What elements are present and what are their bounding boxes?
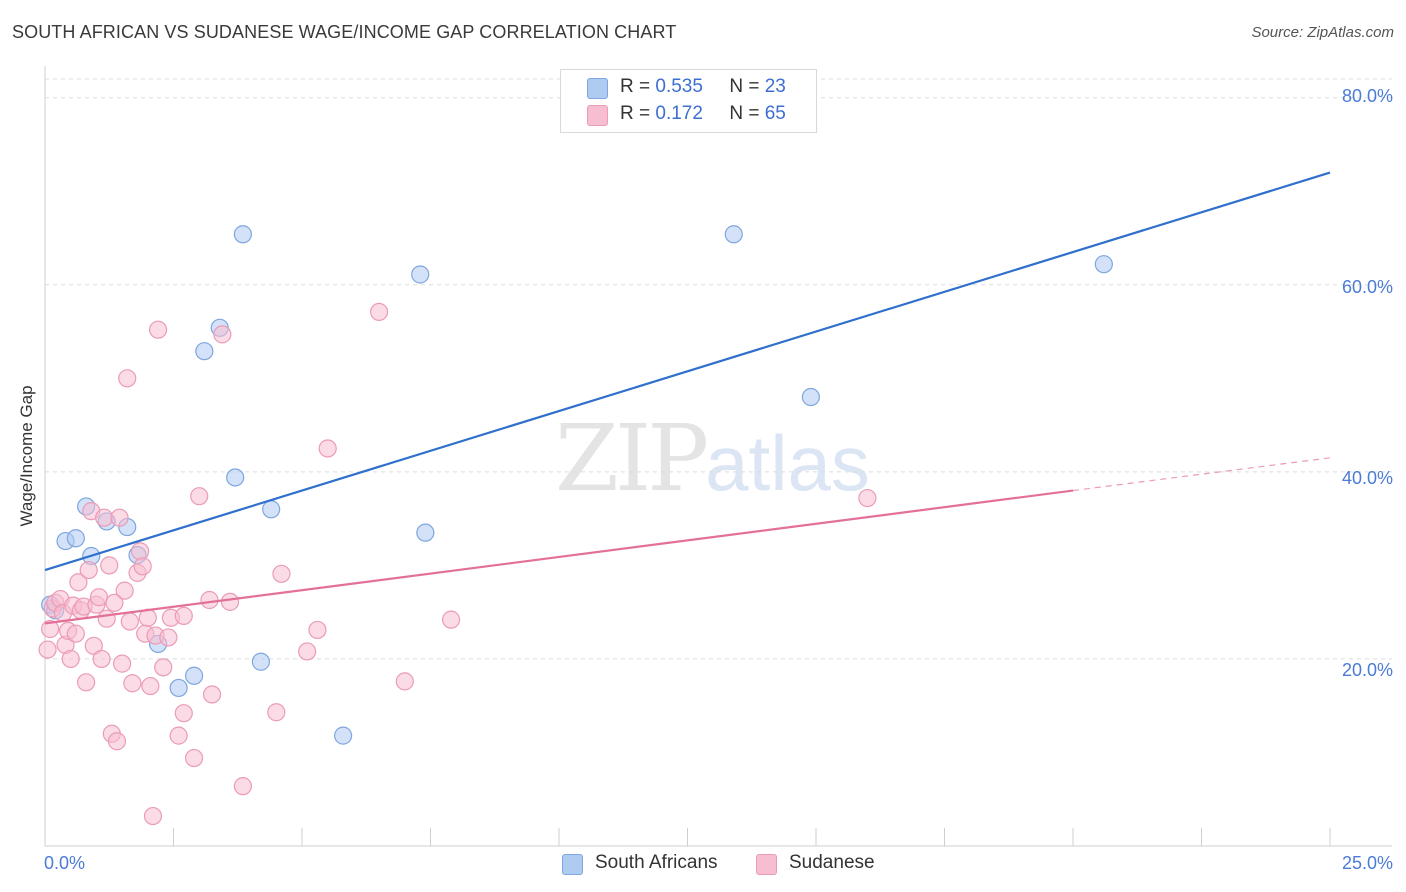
- sudanese-point: [89, 588, 109, 607]
- sudanese-point: [123, 674, 142, 693]
- sudanese-point: [77, 673, 96, 692]
- sudanese-point: [174, 606, 193, 626]
- sudanese-point: [133, 557, 152, 576]
- sudanese-point: [41, 619, 60, 639]
- watermark-zip: ZIP: [555, 405, 709, 512]
- legend-n-label: N =: [729, 76, 765, 97]
- south-africans-point: [262, 500, 281, 519]
- watermark-atlas: atlas: [705, 419, 870, 507]
- sudanese-point: [79, 560, 98, 580]
- source-label: Source: ZipAtlas.com: [1251, 24, 1394, 41]
- sudanese-point: [110, 508, 129, 527]
- sudanese-point: [61, 649, 80, 669]
- legend: R = 0.535 N = 23 R = 0.172 N = 65: [560, 69, 817, 133]
- sudanese-point: [97, 609, 116, 628]
- sudanese-point: [130, 542, 150, 561]
- sudanese-point: [233, 777, 252, 796]
- sudanese-point: [395, 672, 414, 691]
- sudanese-point: [298, 642, 317, 661]
- y-tick-label-80: 80.0%: [1341, 86, 1393, 106]
- south-africans-point: [801, 387, 820, 407]
- x-tick-label-min: 0.0%: [44, 853, 86, 873]
- sudanese-point: [118, 369, 137, 388]
- chart-title: SOUTH AFRICAN VS SUDANESE WAGE/INCOME GA…: [12, 22, 677, 42]
- south-africans-point: [66, 529, 85, 548]
- y-tick-label-20: 20.0%: [1341, 660, 1393, 680]
- legend-swatch-blue: [587, 78, 608, 99]
- south-africans-point: [195, 342, 214, 361]
- south-africans-point: [334, 726, 353, 745]
- legend-n-label: N =: [729, 103, 765, 124]
- sudanese-point: [318, 439, 337, 458]
- sudanese-trendline: [44, 489, 1074, 625]
- sudanese-point: [267, 703, 286, 722]
- legend-n-value: 23: [764, 76, 786, 97]
- legend-r-label: R =: [620, 103, 656, 124]
- sudanese-trendline-extension: [1072, 457, 1331, 492]
- x-tick-label-max: 25.0%: [1341, 853, 1393, 873]
- south-africans-point: [724, 225, 743, 244]
- sudanese-point: [38, 640, 57, 659]
- sudanese-point: [184, 748, 204, 768]
- sudanese-point: [105, 593, 124, 612]
- legend-r-value: 0.172: [655, 103, 703, 124]
- bottom-legend-swatch-pink: [756, 854, 777, 875]
- sudanese-point: [154, 658, 173, 677]
- sudanese-point: [858, 488, 877, 508]
- south-africans-point: [233, 225, 252, 244]
- south-africans-point: [169, 678, 188, 698]
- bottom-legend-label: Sudanese: [789, 852, 875, 873]
- sudanese-point: [174, 704, 193, 723]
- sudanese-point: [115, 581, 134, 600]
- sudanese-point: [66, 624, 85, 643]
- y-tick-label-40: 40.0%: [1341, 468, 1393, 488]
- sudanese-point: [441, 610, 461, 629]
- bottom-legend-label: South Africans: [595, 852, 718, 873]
- sudanese-point: [220, 592, 240, 611]
- sudanese-point: [92, 649, 111, 669]
- sudanese-point: [169, 726, 188, 745]
- sudanese-point: [190, 487, 209, 506]
- sudanese-point: [200, 590, 219, 610]
- south-africans-point: [184, 666, 204, 685]
- south-africans-point: [411, 265, 430, 284]
- south-africans-trendline: [44, 171, 1331, 572]
- sudanese-point: [159, 628, 178, 647]
- south-africans-point: [416, 523, 435, 542]
- sudanese-point: [308, 620, 327, 640]
- legend-swatch-pink: [587, 105, 608, 126]
- sudanese-point: [272, 564, 291, 583]
- y-tick-label-60: 60.0%: [1341, 277, 1393, 297]
- sudanese-point: [370, 302, 389, 322]
- sudanese-point: [120, 612, 139, 631]
- legend-r-value: 0.535: [655, 76, 703, 97]
- legend-n-value: 65: [764, 103, 786, 124]
- south-africans-point: [226, 468, 245, 487]
- sudanese-point: [148, 320, 168, 339]
- sudanese-point: [112, 654, 132, 673]
- sudanese-point: [213, 325, 232, 344]
- watermark: ZIPatlas: [555, 405, 870, 512]
- bottom-legend-swatch-blue: [562, 854, 583, 875]
- sudanese-point: [202, 685, 222, 704]
- legend-r-label: R =: [620, 76, 656, 97]
- south-africans-point: [251, 652, 270, 671]
- sudanese-point: [143, 806, 163, 826]
- sudanese-point: [141, 676, 160, 696]
- sudanese-point: [107, 732, 127, 751]
- south-africans-point: [1094, 255, 1113, 274]
- sudanese-point: [100, 556, 119, 575]
- sudanese-point: [95, 508, 114, 527]
- sudanese-point: [69, 573, 88, 592]
